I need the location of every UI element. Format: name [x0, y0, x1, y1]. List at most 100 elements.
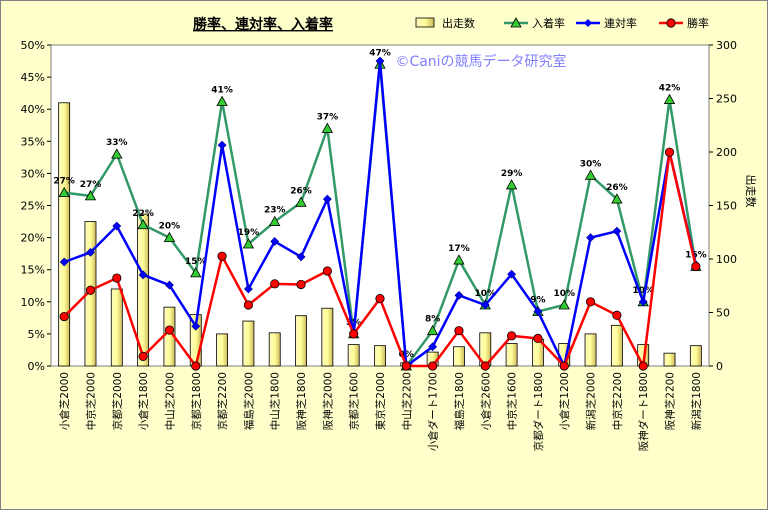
- legend: 出走数 入着率 連対率 勝率: [415, 16, 709, 30]
- data-label-place-rate: 27%: [53, 177, 75, 187]
- category-label: 中京芝1600: [506, 372, 519, 430]
- point-win-rate: [401, 361, 411, 371]
- bar-starts: [268, 332, 281, 367]
- point-win-rate: [85, 285, 96, 295]
- category-label: 小倉芝2000: [58, 372, 71, 430]
- point-place-rate: [584, 169, 597, 180]
- left-tick-label: 5%: [28, 328, 45, 341]
- category-label: 福島芝2000: [242, 372, 255, 430]
- point-quinella-rate: [507, 269, 517, 279]
- bar-starts: [110, 288, 123, 367]
- category-label: 小倉芝2600: [479, 372, 492, 430]
- category-label: 京都ダート1800: [532, 372, 545, 451]
- point-quinella-rate: [638, 297, 648, 307]
- left-tick-label: 45%: [21, 71, 45, 84]
- point-place-rate: [137, 218, 149, 230]
- point-quinella-rate: [138, 270, 148, 280]
- point-win-rate: [454, 326, 464, 336]
- data-label-place-rate: 23%: [264, 206, 286, 216]
- point-quinella-rate: [533, 307, 543, 316]
- data-label-place-rate: 33%: [106, 138, 128, 148]
- point-quinella-rate: [480, 300, 490, 310]
- legend-label: 入着率: [532, 16, 565, 30]
- bar-starts: [505, 343, 518, 367]
- point-quinella-rate: [375, 56, 385, 66]
- point-place-rate: [558, 299, 570, 310]
- category-label: 福島芝1800: [453, 372, 466, 430]
- left-tick-label: 20%: [21, 232, 45, 245]
- data-label-place-rate: 10%: [553, 289, 575, 299]
- point-place-rate: [111, 148, 123, 159]
- point-win-rate: [533, 333, 543, 343]
- data-label-place-rate: 27%: [80, 180, 102, 190]
- bar-starts: [58, 102, 71, 367]
- data-label-place-rate: 37%: [317, 112, 339, 122]
- bar-starts: [663, 352, 676, 367]
- data-label-place-rate: 42%: [659, 84, 681, 94]
- bar-starts: [242, 320, 255, 367]
- category-label: 新潟芝2000: [585, 372, 598, 430]
- left-tick-label: 10%: [21, 296, 45, 309]
- category-label: 中京芝2200: [611, 372, 624, 430]
- point-win-rate: [612, 310, 622, 320]
- point-win-rate: [638, 361, 648, 371]
- left-tick-label: 15%: [21, 264, 45, 277]
- point-win-rate: [270, 279, 280, 289]
- point-quinella-rate: [86, 247, 95, 257]
- legend-marker: [510, 17, 522, 28]
- point-win-rate: [59, 311, 69, 322]
- point-win-rate: [428, 361, 438, 371]
- data-label-place-rate: 20%: [159, 222, 181, 232]
- category-label: 阪神芝2200: [664, 372, 677, 430]
- point-quinella-rate: [165, 280, 174, 290]
- category-label: 新潟芝1800: [690, 372, 703, 430]
- category-label: 阪神芝1800: [295, 372, 308, 430]
- left-tick-label: 25%: [21, 200, 45, 213]
- right-tick-label: 0: [716, 360, 723, 373]
- point-quinella-rate: [191, 321, 201, 331]
- bar-starts: [321, 307, 334, 367]
- category-label: 小倉芝1800: [137, 372, 150, 430]
- data-label-place-rate: 47%: [369, 48, 391, 58]
- data-label-place-rate: 30%: [580, 159, 602, 169]
- category-label: 中山芝1800: [269, 372, 282, 430]
- right-tick-label: 50: [716, 307, 730, 320]
- legend-label: 連対率: [604, 16, 637, 30]
- right-tick-label: 100: [716, 253, 737, 266]
- point-win-rate: [243, 300, 253, 310]
- point-win-rate: [217, 251, 227, 261]
- point-place-rate: [295, 196, 307, 207]
- point-quinella-rate: [322, 194, 332, 204]
- plot-area: [50, 44, 710, 367]
- category-label: 東京芝2000: [374, 372, 387, 430]
- legend-marker: [666, 18, 676, 28]
- category-label: 中山芝2200: [400, 372, 413, 430]
- point-win-rate: [191, 361, 201, 371]
- point-quinella-rate: [217, 140, 227, 150]
- point-win-rate: [138, 351, 148, 361]
- point-win-rate: [480, 361, 490, 371]
- point-place-rate: [663, 93, 676, 104]
- bar-starts: [374, 345, 386, 367]
- point-win-rate: [375, 293, 385, 304]
- category-label: 京都芝2200: [216, 372, 229, 430]
- bar-starts: [610, 324, 623, 367]
- point-place-rate: [242, 238, 255, 249]
- point-win-rate: [296, 279, 306, 290]
- point-win-rate: [691, 261, 701, 272]
- point-quinella-rate: [59, 257, 69, 267]
- category-label: 中京芝2000: [84, 372, 97, 430]
- left-tick-label: 50%: [21, 39, 45, 52]
- point-place-rate: [269, 215, 281, 226]
- category-label: 小倉ダート1700: [427, 372, 440, 451]
- point-quinella-rate: [243, 284, 253, 294]
- point-place-rate: [505, 179, 518, 190]
- category-label: 阪神ダート1800: [637, 372, 650, 451]
- data-label-place-rate: 10%: [632, 286, 654, 296]
- data-label-place-rate: 41%: [211, 85, 233, 95]
- data-label-place-rate: 29%: [501, 169, 523, 179]
- point-win-rate: [349, 329, 359, 339]
- data-label-place-rate: 16%: [685, 250, 707, 260]
- point-win-rate: [506, 331, 517, 341]
